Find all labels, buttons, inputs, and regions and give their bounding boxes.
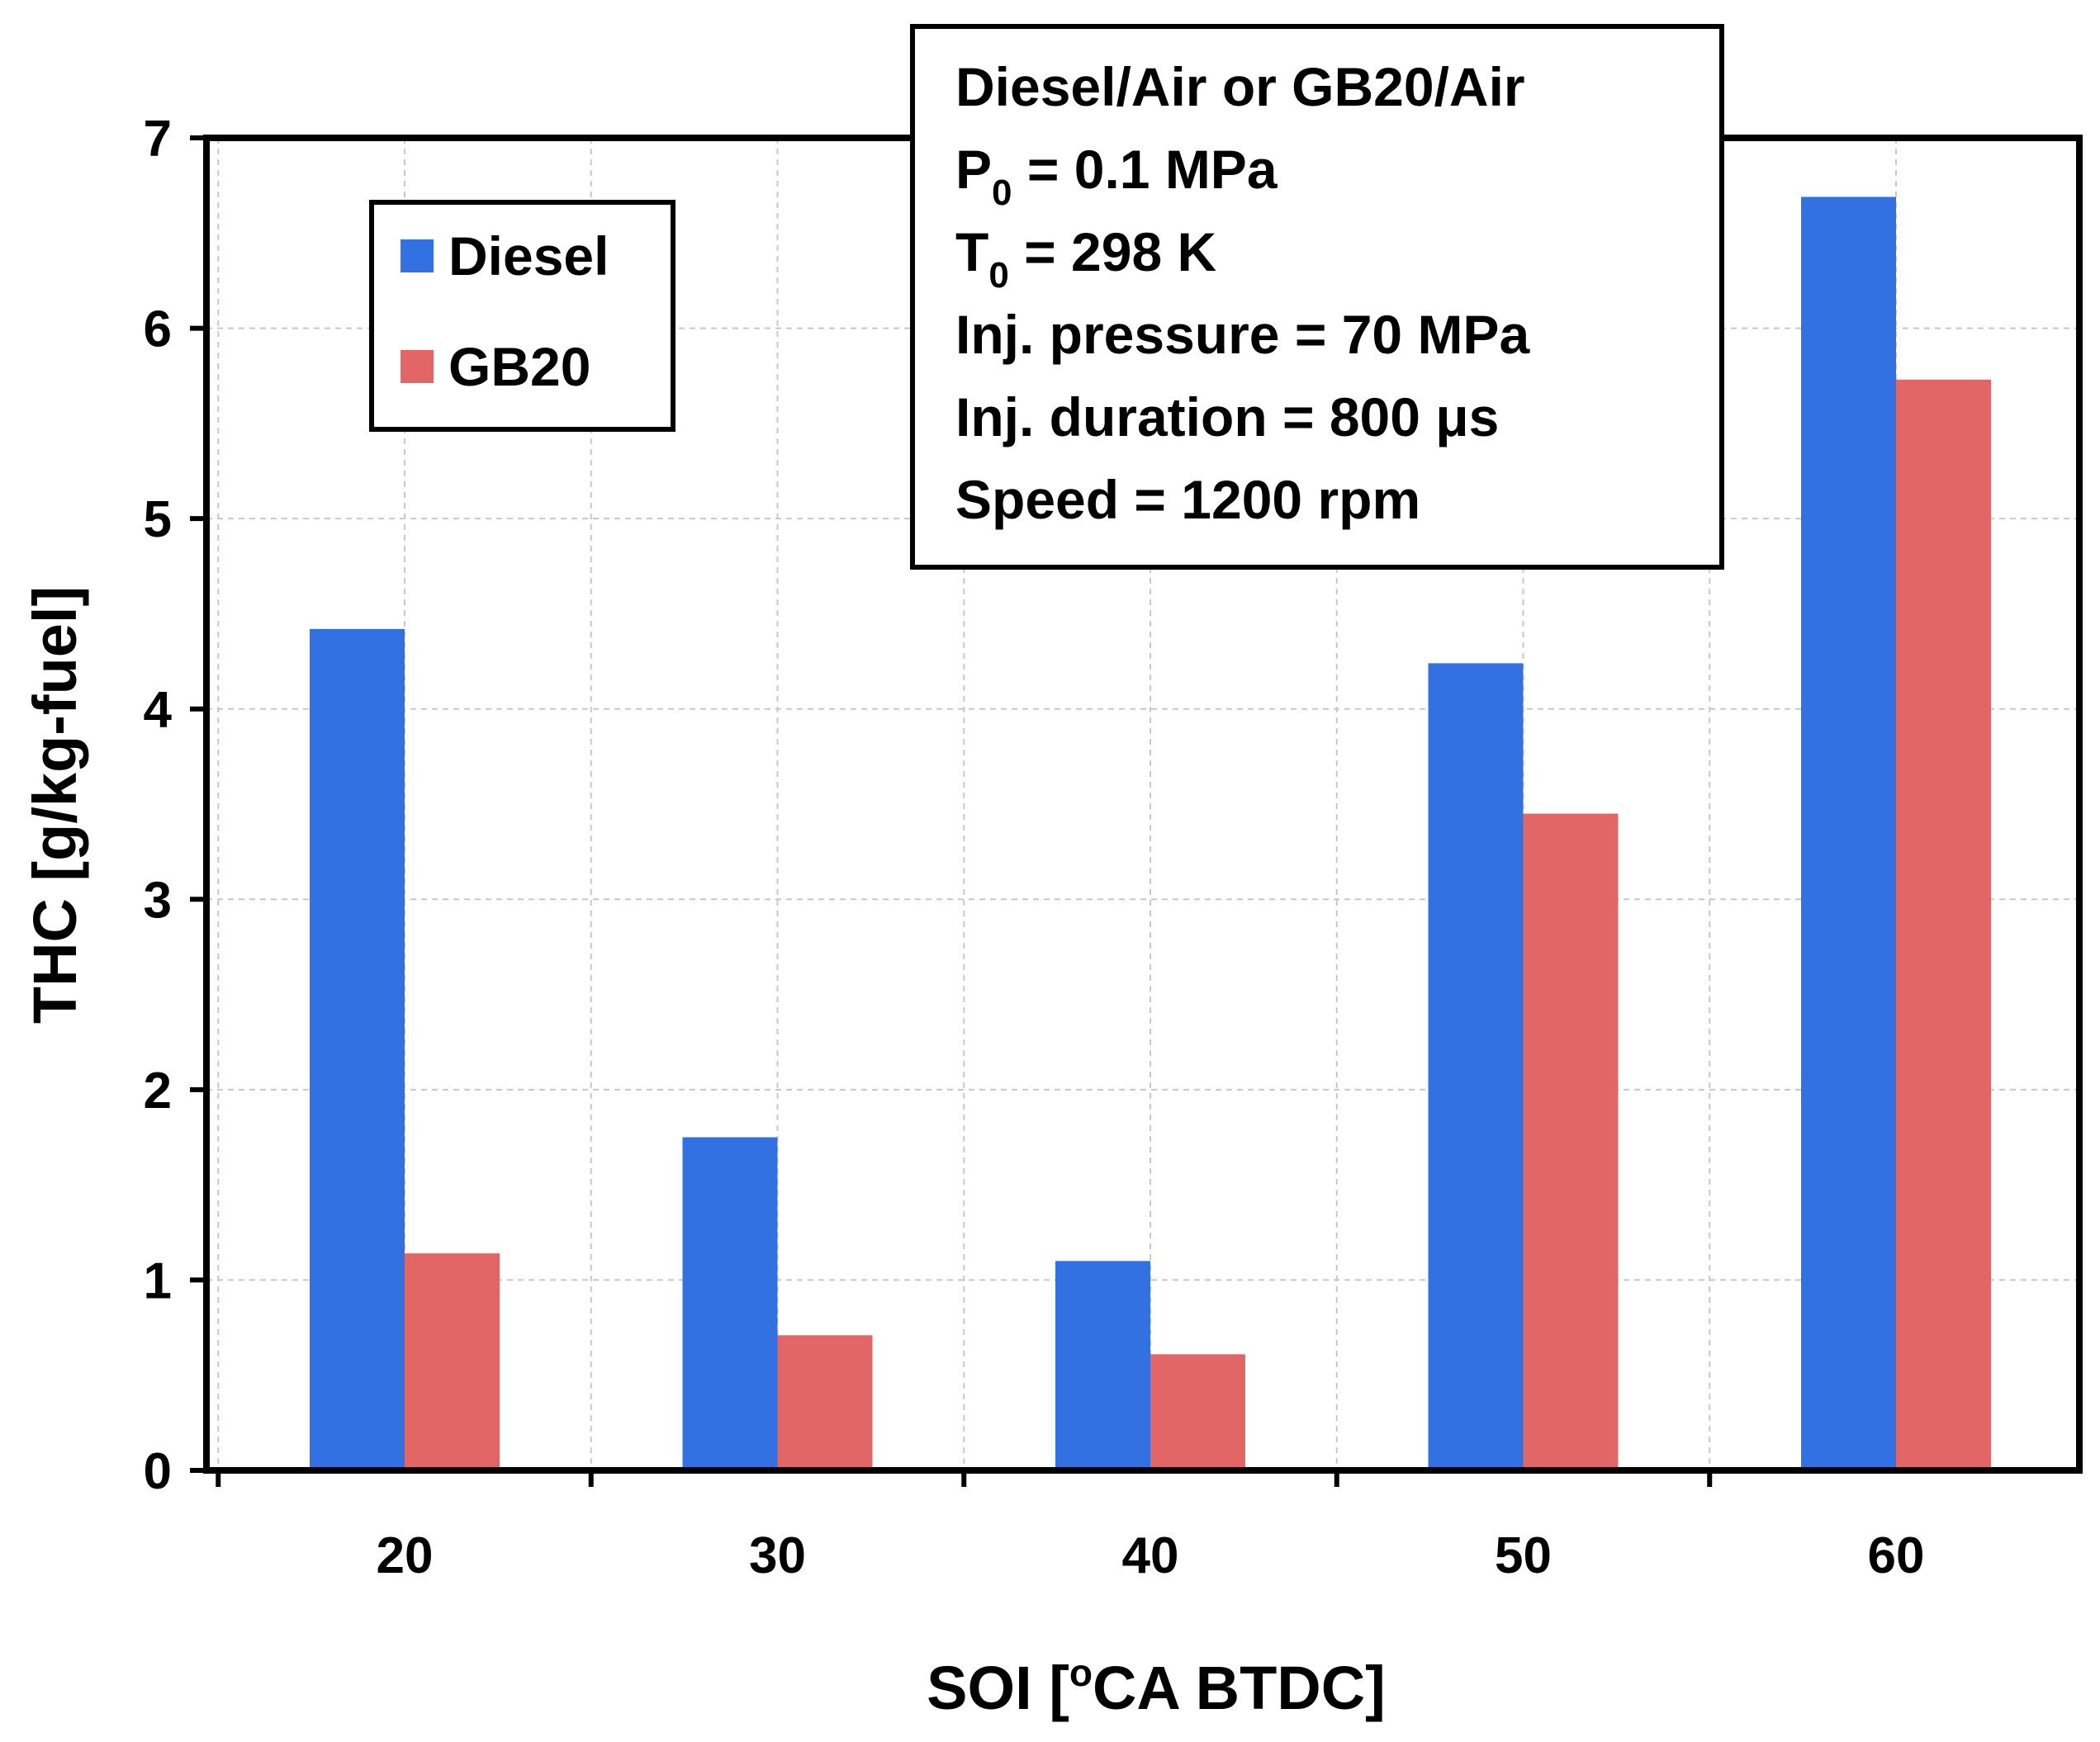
legend-label-gb20: GB20 [448,336,590,397]
x-tick-label: 50 [1495,1527,1552,1584]
y-tick-label: 4 [144,682,173,739]
y-tick-label: 5 [144,491,172,548]
x-tick-label: 60 [1868,1527,1925,1584]
x-axis-title-post: CA BTDC] [1093,1654,1386,1722]
annotation-line-6: Speed = 1200 rpm [955,469,1420,530]
annotation-frame [910,24,1724,570]
annotation-box: Diesel/Air or GB20/Air P0 = 0.1 MPa T0 =… [910,24,1724,570]
bar-diesel-30 [682,1137,778,1470]
x-tick-label: 30 [749,1527,806,1584]
legend-label-diesel: Diesel [448,225,609,286]
annotation-line-4: Inj. pressure = 70 MPa [955,304,1530,365]
legend-swatch-diesel [401,239,434,272]
x-tick-label: 20 [377,1527,434,1584]
annotation-line-5: Inj. duration = 800 μs [955,386,1499,447]
y-axis-title: THC [g/kg-fuel] [21,586,89,1024]
legend: Diesel GB20 [369,200,676,432]
bar-gb20-60 [1896,379,1991,1471]
annotation-line-3: T0 = 298 K [955,221,1216,296]
axis-ticks [190,135,1713,1487]
x-axis-title: SOI [oCA BTDC] [927,1651,1386,1722]
x-tick-labels: 20 30 40 50 60 [377,1527,1925,1584]
y-tick-label: 6 [144,301,172,358]
y-tick-labels: 0 1 2 3 4 5 6 7 [144,111,173,1500]
annotation-line-1: Diesel/Air or GB20/Air [955,56,1525,117]
bars [310,196,1991,1471]
legend-swatch-gb20 [401,350,434,383]
bar-diesel-20 [310,628,405,1470]
bar-gb20-40 [1150,1354,1245,1470]
bar-diesel-50 [1428,663,1524,1470]
y-tick-label: 7 [144,111,172,168]
y-tick-label: 3 [144,872,172,929]
bar-diesel-60 [1801,196,1896,1470]
x-axis-title-sup: o [1069,1651,1093,1694]
bar-gb20-30 [777,1335,873,1470]
y-tick-label: 0 [144,1443,172,1500]
bar-diesel-40 [1055,1261,1150,1470]
y-tick-label: 1 [144,1252,172,1309]
y-tick-label: 2 [144,1063,172,1120]
bar-gb20-20 [405,1253,500,1470]
x-axis-title-pre: SOI [ [927,1654,1069,1722]
annotation-line-2: P0 = 0.1 MPa [955,139,1278,213]
x-tick-label: 40 [1122,1527,1179,1584]
bar-gb20-50 [1523,813,1619,1470]
